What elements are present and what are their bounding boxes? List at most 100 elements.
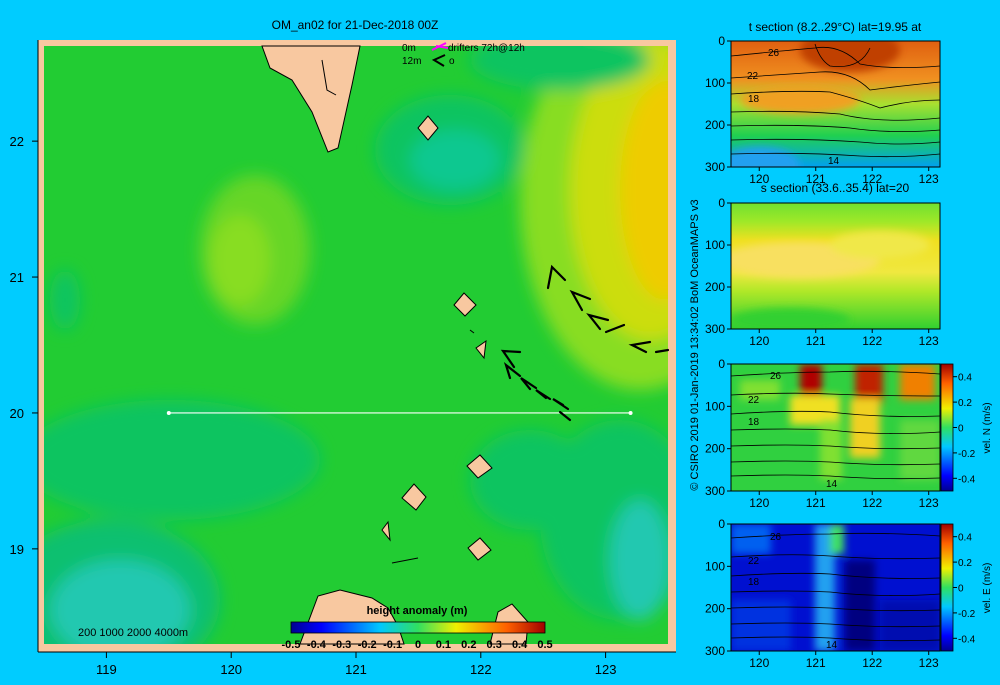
- velocity-arrow: [558, 410, 572, 422]
- colorbar-tick-label: -0.5: [282, 639, 301, 651]
- velocity-colorbar-tick-label: 0.4: [958, 373, 972, 384]
- s-x-tick-label: 123: [919, 334, 939, 348]
- legend-arrow-text: o: [449, 56, 455, 67]
- vn-contour-22: 22: [748, 395, 760, 406]
- ve-x-tick-label: 122: [862, 656, 882, 670]
- map-x-tick-label: 122: [470, 662, 492, 677]
- t-x-tick-label: 121: [806, 172, 826, 186]
- s-section-frame: [730, 202, 941, 330]
- legend-depth-12m: 12m: [402, 56, 421, 67]
- t-section-field: [731, 41, 940, 167]
- credit-text: © CSIRO 2019 01-Jan-2019 13:34:02 BoM Oc…: [689, 199, 701, 490]
- colorbar-title: height anomaly (m): [367, 605, 468, 617]
- vn-y-tick-label: 100: [705, 399, 725, 413]
- legend-drifter-mark: [431, 42, 449, 51]
- t-y-tick-label: 0: [718, 34, 725, 48]
- velocity-arrow: [503, 361, 522, 380]
- vn-x-tick-label: 120: [749, 496, 769, 510]
- velocity-arrow: [500, 349, 522, 369]
- colorbar-tick-label: 0.2: [461, 639, 476, 651]
- t-contour-14: 14: [828, 156, 840, 167]
- ve-section-frame: [730, 523, 941, 652]
- s-x-tick-label: 120: [749, 334, 769, 348]
- vn-y-tick-label: 200: [705, 442, 725, 456]
- island: [401, 483, 427, 511]
- island: [475, 339, 487, 360]
- velocity-arrow: [569, 289, 592, 312]
- map-x-axis: 119 120 121 122 123: [38, 651, 676, 677]
- t-x-tick-label: 122: [862, 172, 882, 186]
- vn-section-frame: [730, 363, 941, 492]
- height-anomaly-field: [44, 46, 668, 644]
- velocity-colorbar-tick-label: 0.2: [958, 398, 972, 409]
- ve-colorbar: 0.4 0.2 0 -0.2 -0.4 vel. E (m/s): [940, 523, 993, 652]
- ve-x-tick-label: 121: [806, 656, 826, 670]
- s-y-tick-label: 200: [705, 280, 725, 294]
- map-x-tick-label: 120: [220, 662, 242, 677]
- colorbar-tick-label: -0.3: [332, 639, 351, 651]
- vn-contour-26: 26: [770, 371, 782, 382]
- colorbar-bar: [290, 621, 546, 634]
- map-x-tick-label: 123: [595, 662, 617, 677]
- vn-contour-14: 14: [826, 479, 838, 490]
- map-y-axis: 22 21 20 19: [10, 40, 39, 652]
- ve-x-tick-label: 120: [749, 656, 769, 670]
- ve-y-tick-label: 300: [705, 644, 725, 658]
- map-x-tick-label: 119: [96, 662, 117, 677]
- colorbar-tick-label: 0.1: [436, 639, 451, 651]
- t-x-tick-label: 123: [919, 172, 939, 186]
- island: [417, 115, 439, 141]
- section-line-end: [628, 410, 633, 415]
- ve-section-field: [731, 524, 940, 651]
- velocity-arrow: [520, 377, 538, 391]
- island-outlines: [321, 59, 475, 564]
- colorbar-tick-label: 0: [415, 639, 421, 651]
- velocity-arrow: [586, 313, 610, 331]
- t-contour-26: 26: [768, 48, 780, 59]
- t-y-tick-label: 300: [705, 160, 725, 174]
- legend-arrow-mark: [431, 54, 446, 67]
- ve-y-tick-label: 100: [705, 559, 725, 573]
- ve-contour-22: 22: [748, 556, 760, 567]
- ve-colorbar-label: vel. E (m/s): [982, 563, 993, 614]
- ve-contour-18: 18: [748, 577, 760, 588]
- section-line-start: [166, 410, 171, 415]
- t-x-tick-label: 120: [749, 172, 769, 186]
- vn-x-tick-label: 121: [806, 496, 826, 510]
- vn-x-tick-label: 123: [919, 496, 939, 510]
- ve-y-tick-label: 200: [705, 602, 725, 616]
- velocity-arrow: [546, 264, 567, 290]
- colorbar-tick-label: 0.5: [537, 639, 552, 651]
- velocity-colorbar-tick-label: -0.2: [958, 609, 976, 620]
- t-y-tick-label: 200: [705, 118, 725, 132]
- colorbar-tick-label: -0.4: [307, 639, 327, 651]
- ve-y-tick-label: 0: [718, 517, 725, 531]
- map-x-tick-label: 121: [345, 662, 367, 677]
- velocity-colorbar-tick-label: 0: [958, 424, 964, 435]
- ve-contour-26: 26: [770, 532, 782, 543]
- t-contour-22: 22: [747, 71, 759, 82]
- s-y-tick-label: 300: [705, 322, 725, 336]
- map-y-tick-label: 20: [10, 406, 24, 421]
- s-x-tick-label: 121: [806, 334, 826, 348]
- s-section-field: [731, 203, 940, 329]
- map-title: OM_an02 for 21-Dec-2018 00Z: [272, 18, 439, 32]
- colorbar-tick-label: -0.2: [358, 639, 377, 651]
- t-contour-18: 18: [748, 94, 760, 105]
- velocity-colorbar-tick-label: -0.4: [958, 634, 976, 645]
- colorbar-tick-label: 0.3: [487, 639, 502, 651]
- vn-colorbar: 0.4 0.2 0 -0.2 -0.4 vel. N (m/s): [940, 363, 993, 492]
- s-y-tick-label: 0: [718, 196, 725, 210]
- island: [466, 454, 493, 479]
- island: [467, 537, 492, 561]
- colorbar-tick-label: -0.1: [383, 639, 402, 651]
- height-anomaly-colorbar: height anomaly (m) -0.5 -0.4 -0.3 -0.2 -0.1 0…: [282, 605, 553, 651]
- map-plot: 0m drifters 72h@12h 12m o 200 1000 2000 …: [38, 40, 676, 652]
- velocity-arrow: [628, 340, 652, 354]
- taiwan-land: [261, 45, 361, 153]
- s-section-title: s section (33.6..35.4) lat=20: [761, 181, 910, 195]
- island: [453, 292, 477, 317]
- vn-y-tick-label: 300: [705, 484, 725, 498]
- velocity-arrow: [552, 398, 570, 411]
